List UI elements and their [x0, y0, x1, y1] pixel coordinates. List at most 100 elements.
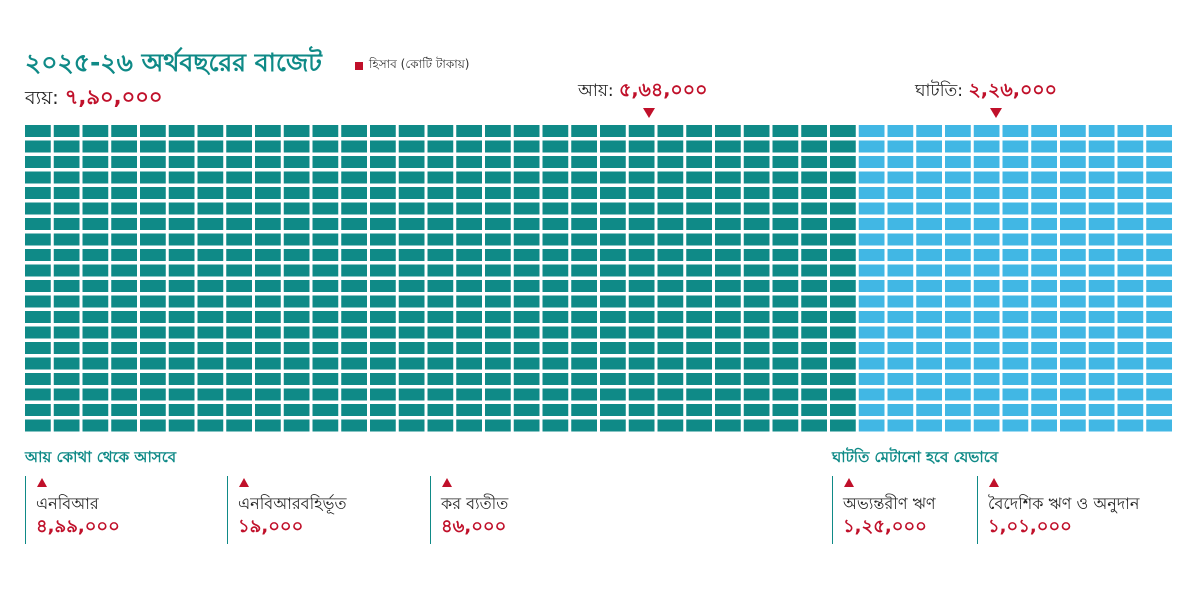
- income-cell: [830, 218, 856, 230]
- income-cell: [398, 388, 425, 401]
- income-cell: [197, 218, 224, 230]
- income-cell: [226, 419, 252, 432]
- deficit-cell: [973, 264, 1000, 277]
- income-cell: [600, 342, 626, 354]
- income-cell: [312, 357, 339, 370]
- income-cell: [255, 249, 281, 261]
- income-cell: [341, 202, 367, 215]
- income-cell: [772, 280, 799, 292]
- income-cell: [168, 419, 195, 432]
- deficit-cell: [973, 311, 1000, 323]
- deficit-cell: [1002, 218, 1029, 230]
- income-cell: [542, 125, 569, 137]
- deficit-cell: [973, 202, 1000, 215]
- income-cell: [82, 357, 109, 370]
- income-cell: [312, 404, 339, 416]
- deficit-cell: [1060, 171, 1086, 184]
- income-cell: [657, 342, 684, 354]
- income-cell: [686, 342, 712, 354]
- income-cell: [513, 156, 540, 168]
- deficit-cell: [1088, 280, 1115, 292]
- income-cell: [341, 140, 367, 153]
- deficit-cell: [1060, 125, 1086, 137]
- income-cell: [168, 125, 195, 137]
- income-cell: [628, 156, 655, 168]
- income-cell: [255, 264, 281, 277]
- income-cell: [456, 404, 482, 416]
- deficit-cell: [1031, 187, 1057, 199]
- deficit-cell: [887, 140, 914, 153]
- income-cell: [628, 419, 655, 432]
- income-cell: [427, 156, 454, 168]
- income-cell: [111, 171, 137, 184]
- income-cell: [715, 125, 741, 137]
- income-cell: [542, 404, 569, 416]
- deficit-cell: [887, 404, 914, 416]
- income-cell: [168, 357, 195, 370]
- deficit-cell: [1002, 388, 1029, 401]
- deficit-cell: [1060, 388, 1086, 401]
- income-cell: [542, 156, 569, 168]
- income-cell: [312, 419, 339, 432]
- deficit-cell: [1088, 125, 1115, 137]
- deficit-cell: [1060, 419, 1086, 432]
- income-cell: [485, 419, 511, 432]
- income-cell: [571, 326, 597, 339]
- income-cell: [743, 140, 770, 153]
- income-cell: [283, 357, 310, 370]
- income-cell: [657, 171, 684, 184]
- deficit-cell: [1117, 202, 1144, 215]
- deficit-cell: [1088, 311, 1115, 323]
- income-cell: [715, 249, 741, 261]
- income-cell: [226, 140, 252, 153]
- income-cell: [801, 280, 827, 292]
- income-cell: [628, 171, 655, 184]
- income-cell: [485, 156, 511, 168]
- income-cell: [255, 125, 281, 137]
- income-cell: [53, 233, 80, 246]
- income-cell: [600, 419, 626, 432]
- income-cell: [600, 326, 626, 339]
- income-cell: [226, 125, 252, 137]
- income-cell: [25, 388, 51, 401]
- income-cell: [111, 264, 137, 277]
- income-cell: [111, 311, 137, 323]
- income-cell: [398, 419, 425, 432]
- income-cell: [226, 373, 252, 385]
- deficit-cell: [1088, 419, 1115, 432]
- deficit-cell: [945, 326, 971, 339]
- deficit-cell: [858, 388, 885, 401]
- deficit-cell: [858, 249, 885, 261]
- deficit-cell: [858, 419, 885, 432]
- income-cell: [53, 311, 80, 323]
- deficit-cell: [858, 373, 885, 385]
- income-cell: [168, 187, 195, 199]
- income-cell: [226, 404, 252, 416]
- income-cell: [168, 311, 195, 323]
- income-cell: [312, 326, 339, 339]
- income-cell: [456, 295, 482, 308]
- income-cell: [657, 249, 684, 261]
- deficit-cell: [1088, 342, 1115, 354]
- deficit-cell: [858, 404, 885, 416]
- income-cell: [111, 187, 137, 199]
- income-cell: [25, 218, 51, 230]
- deficit-cell: [973, 357, 1000, 370]
- income-cell: [283, 342, 310, 354]
- income-cell: [140, 140, 166, 153]
- deficit-cell: [1002, 171, 1029, 184]
- income-cell: [801, 171, 827, 184]
- deficit-cell: [887, 125, 914, 137]
- income-cell: [542, 419, 569, 432]
- income-cell: [140, 311, 166, 323]
- income-cell: [111, 373, 137, 385]
- income-cell: [226, 326, 252, 339]
- income-cell: [485, 125, 511, 137]
- income-cell: [197, 311, 224, 323]
- income-cell: [485, 357, 511, 370]
- deficit-cell: [887, 233, 914, 246]
- income-cell: [830, 404, 856, 416]
- income-cell: [715, 373, 741, 385]
- deficit-cell: [916, 202, 942, 215]
- income-cell: [600, 156, 626, 168]
